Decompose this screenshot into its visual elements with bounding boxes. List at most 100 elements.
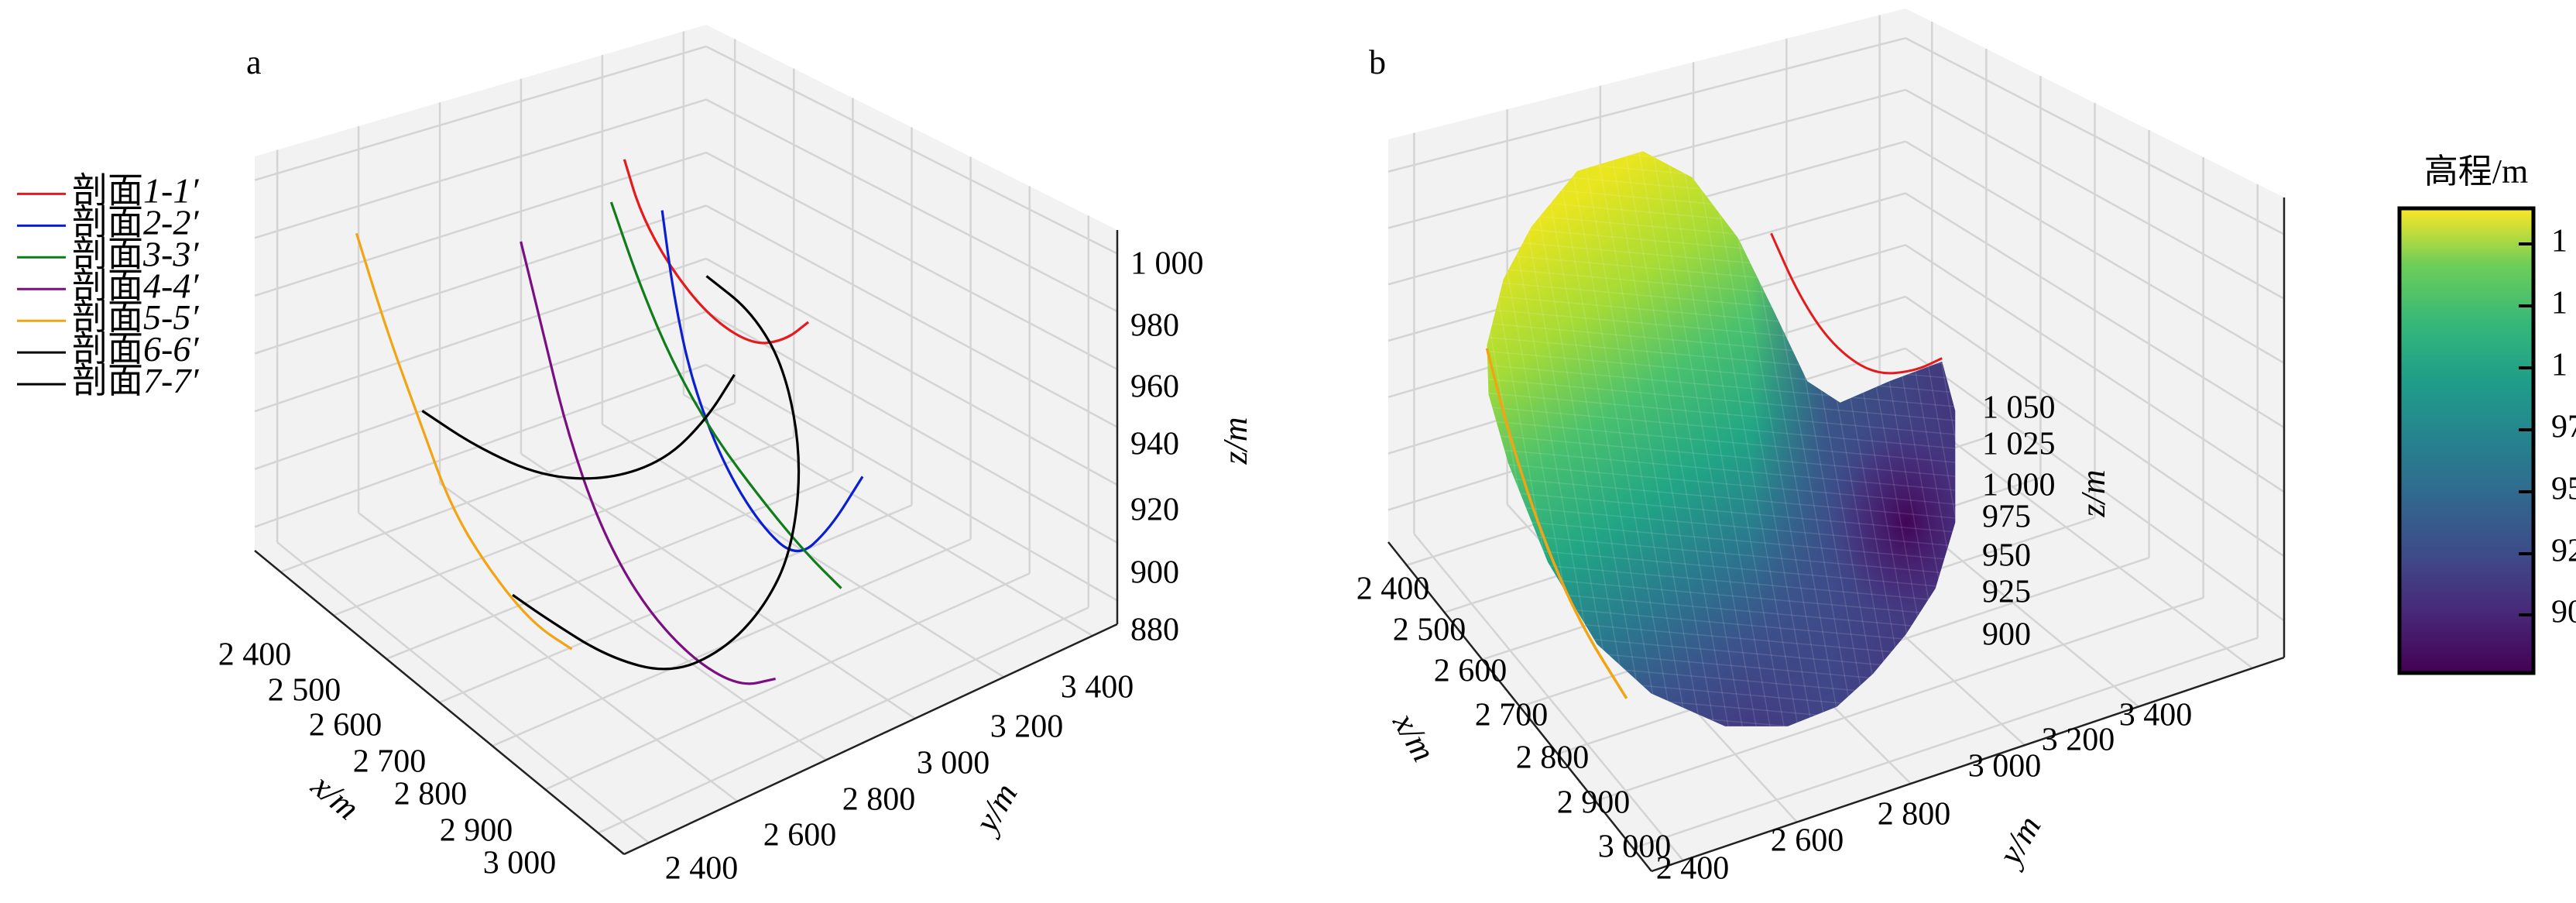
colorbar: 高程/m 1 050 1 025 1 000 975 950 925 900 xyxy=(2397,153,2576,675)
panel-b-gridline xyxy=(1595,596,2204,802)
surface-mesh-line xyxy=(1594,151,1704,726)
x-tick-label: 2 900 xyxy=(1557,785,1631,821)
curve-series-7 xyxy=(512,275,801,671)
panel-a-label: a xyxy=(246,43,262,81)
curve-series-5 xyxy=(355,232,573,651)
z-tick-label: 950 xyxy=(1982,538,2031,574)
panel-b-gridline xyxy=(1905,347,2285,622)
x-tick-label: 2 700 xyxy=(353,744,427,780)
surface-mesh-line xyxy=(1580,151,1690,726)
surface-mesh-line xyxy=(1487,501,1956,549)
legend-entry: 剖面2-2′ xyxy=(72,202,199,242)
panel-a-gridline xyxy=(544,572,1031,791)
panel-b-gridline xyxy=(1905,88,2285,300)
z-tick-label: 900 xyxy=(1130,555,1179,591)
legend: 剖面1-1′剖面2-2′剖面3-3′剖面4-4′剖面5-5′剖面6-6′剖面7-… xyxy=(17,170,199,400)
surface-mesh-line xyxy=(1622,151,1732,726)
z-tick-label: 960 xyxy=(1130,369,1179,405)
panel-b-gridline xyxy=(1905,192,2285,429)
panel-a-gridline xyxy=(254,363,707,528)
panel-a-gridline xyxy=(492,538,972,747)
x-tick-label: 2 600 xyxy=(1434,654,1508,689)
surface-mesh-line xyxy=(1487,459,1956,507)
surface-mesh-line xyxy=(1636,151,1746,726)
y-tick-label: 3 000 xyxy=(1968,749,2042,785)
x-tick-label: 2 400 xyxy=(218,637,292,673)
surface-mesh-line xyxy=(1706,151,1816,726)
panel-b-gridline xyxy=(1905,37,2285,235)
surface-mesh-line xyxy=(1487,376,1956,424)
surface-mesh-line xyxy=(1552,151,1662,726)
panel-a-gridline xyxy=(358,512,739,802)
panel-a-gridline xyxy=(254,311,707,470)
panel-b-gridline xyxy=(1905,140,2285,364)
x-tick-label: 2 500 xyxy=(1393,613,1466,648)
x-tick-label: 2 400 xyxy=(1357,572,1430,607)
surface-mesh-line xyxy=(1487,348,1956,396)
surface-mesh-line xyxy=(1487,487,1956,535)
panel-b-ylabel: y/m xyxy=(1989,809,2048,874)
y-tick-label: 2 400 xyxy=(665,851,739,887)
surface-mesh-line xyxy=(1664,151,1774,726)
y-tick-label: 2 800 xyxy=(1878,797,1951,833)
y-tick-label: 3 000 xyxy=(917,746,990,781)
legend-entry: 剖面5-5′ xyxy=(72,297,199,337)
colorbar-gradient xyxy=(2397,206,2536,675)
surface-mesh-line xyxy=(1720,151,1830,726)
legend-entry: 剖面1-1′ xyxy=(72,170,199,210)
z-tick-label: 980 xyxy=(1130,308,1179,344)
panel-a-gridline xyxy=(705,151,1118,370)
z-tick-label: 925 xyxy=(1982,575,2031,610)
panel-a-curves xyxy=(355,159,864,685)
panel-b-xlabel: x/m xyxy=(1385,706,1443,767)
panel-a-gridline xyxy=(598,606,1089,834)
colorbar-title: 高程/m xyxy=(2424,153,2528,191)
legend-entry: 剖面7-7′ xyxy=(72,361,199,400)
z-tick-label: 900 xyxy=(1982,617,2031,653)
panel-a-gridline xyxy=(705,363,1118,602)
surface-edge-curve-1 xyxy=(1770,232,1943,375)
legend-entry: 剖面6-6′ xyxy=(72,329,199,369)
panel-b-gridline xyxy=(1905,296,2285,558)
z-tick-label: 975 xyxy=(1982,500,2031,535)
panel-a-x-axis xyxy=(254,550,625,855)
surface-mesh-line xyxy=(1487,473,1956,521)
panel-a-gridline xyxy=(683,393,1093,637)
colorbar-tick-label: 950 xyxy=(2551,472,2576,507)
panel-b-x-axis xyxy=(1387,541,1652,872)
surface-mesh-line xyxy=(1487,445,1956,493)
panel-a-gridline xyxy=(705,98,1118,313)
panel-a-gridline xyxy=(520,452,916,719)
colorbar-tick-label: 1 025 xyxy=(2551,286,2576,321)
colorbar-ticks: 1 050 1 025 1 000 975 950 925 900 xyxy=(2519,224,2576,630)
curve-series-4 xyxy=(520,241,776,685)
surface-mesh-line xyxy=(1511,151,1621,726)
panel-a-gridline xyxy=(254,98,707,239)
z-tick-label: 1 050 xyxy=(1982,390,2056,426)
panel-a-gridline xyxy=(333,436,794,616)
surface-edge-curve-5 xyxy=(1485,348,1628,699)
x-tick-label: 2 800 xyxy=(1516,740,1590,776)
panel-a-gridline xyxy=(276,541,650,844)
panel-b-gridline xyxy=(1905,244,2285,493)
panel-a-floor xyxy=(255,386,1117,854)
panel-b-label: b xyxy=(1369,43,1386,81)
colorbar-tick-label: 900 xyxy=(2551,595,2576,630)
panel-a-gridline xyxy=(254,204,707,355)
panel-a-left-wall xyxy=(255,25,706,551)
colorbar-tick-label: 1 000 xyxy=(2551,348,2576,383)
panel-a-gridline xyxy=(254,45,707,181)
panel-a-gridline xyxy=(254,257,707,413)
panel-b-gridline xyxy=(1632,637,2259,850)
y-tick-label: 2 800 xyxy=(842,782,916,818)
surface-mesh-line xyxy=(1566,151,1676,726)
y-tick-label: 3 200 xyxy=(990,709,1064,745)
z-tick-label: 1 000 xyxy=(1982,468,2056,503)
curve-series-6 xyxy=(421,373,736,480)
panel-a-gridline xyxy=(439,482,827,761)
panel-a-zlabel: z/m xyxy=(1216,417,1254,465)
panel-a-gridline xyxy=(280,402,736,573)
z-tick-label: 1 000 xyxy=(1130,246,1204,282)
